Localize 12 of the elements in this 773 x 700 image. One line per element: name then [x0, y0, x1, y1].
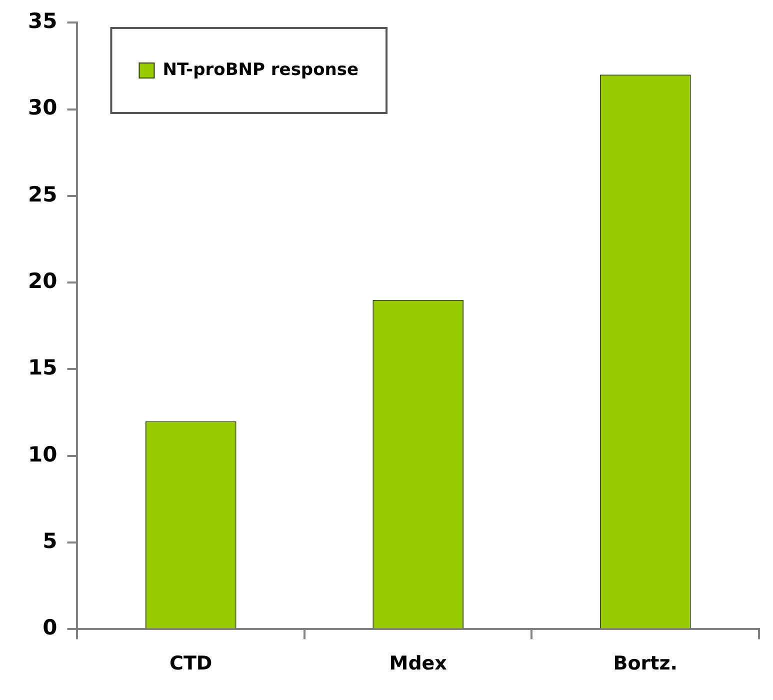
legend-label: NT-proBNP response — [162, 60, 359, 80]
x-tick-label: Mdex — [389, 652, 447, 675]
x-tick-label: Bortz. — [613, 652, 678, 675]
y-tick-label: 10 — [28, 442, 58, 466]
y-tick-label: 25 — [28, 182, 58, 206]
x-tick-label: CTD — [170, 652, 212, 675]
y-tick-label: 0 — [42, 616, 58, 640]
y-tick-label: 5 — [42, 528, 58, 553]
y-tick-label: 30 — [28, 96, 58, 120]
y-tick-label: 35 — [28, 9, 58, 34]
y-tick-label: 15 — [28, 356, 58, 380]
y-tick-label: 20 — [28, 269, 58, 294]
